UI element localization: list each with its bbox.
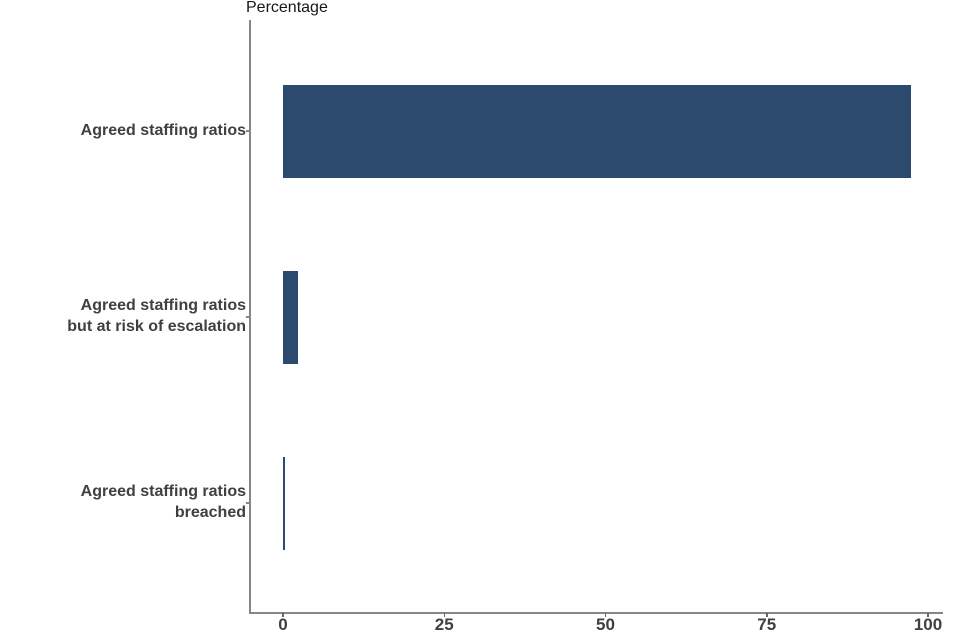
category-label-agreed-staffing-ratios: Agreed staffing ratios: [0, 120, 246, 141]
bar-agreed-staffing-ratios: [283, 84, 912, 178]
x-axis-line: [249, 612, 943, 614]
x-tick-label: 100: [913, 615, 943, 634]
x-axis-tick: [443, 613, 445, 617]
category-label-line: Agreed staffing ratios: [80, 121, 246, 139]
x-tick-label: 75: [757, 615, 777, 634]
bar-agreed-staffing-ratios-breached: [283, 456, 285, 550]
category-label-line: Agreed staffing ratios: [80, 297, 246, 314]
x-tick-label: 0: [278, 615, 288, 634]
category-label-line: but at risk of escalation: [67, 318, 246, 335]
x-axis-tick: [604, 613, 607, 617]
category-label-agreed-staffing-ratios-but-at-risk-of-escalation: Agreed staffing ratios but at risk of esc…: [0, 295, 246, 337]
x-axis-tick: [766, 613, 768, 617]
x-tick-label: 25: [434, 615, 454, 634]
y-axis-tick: [246, 502, 250, 504]
bar-agreed-staffing-ratios-but-at-risk-of-escalation: [283, 270, 298, 364]
x-tick-label: 50: [596, 615, 615, 634]
y-axis-tick: [246, 316, 250, 318]
y-axis-tick: [246, 130, 250, 132]
category-label-line: Agreed staffing ratios: [80, 483, 246, 500]
category-label-agreed-staffing-ratios-breached: Agreed staffing ratios breached: [0, 481, 246, 523]
category-label-line: breached: [174, 504, 246, 521]
x-axis-tick: [927, 613, 929, 617]
chart-title: Percentage: [246, 0, 328, 16]
x-axis-tick: [282, 613, 284, 617]
